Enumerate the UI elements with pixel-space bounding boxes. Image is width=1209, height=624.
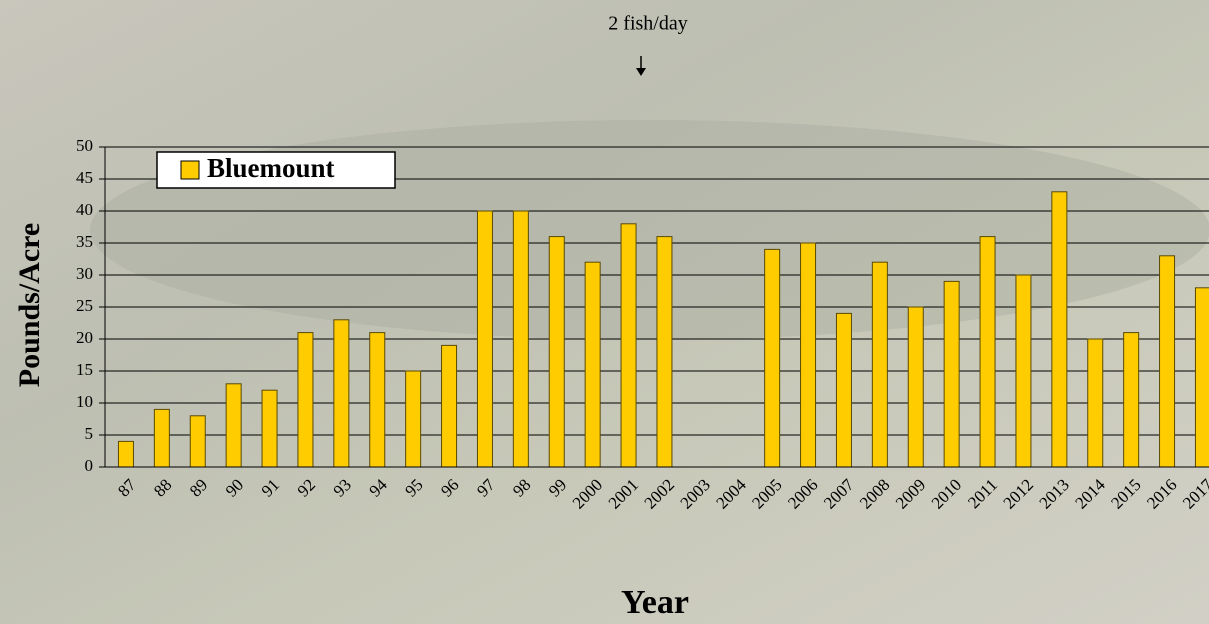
y-tick-label: 20 [76,328,93,347]
y-tick-label: 5 [85,424,94,443]
bar [1123,332,1140,468]
bar [800,242,817,468]
legend-label: Bluemount [207,153,335,183]
bar [835,312,852,468]
annotation: 2 fish/day [608,13,687,35]
bar [225,383,242,468]
y-tick-label: 35 [76,232,93,251]
bar [584,261,601,468]
bar [441,344,458,468]
y-tick-label: 0 [85,456,94,475]
bar [979,236,996,468]
bar [871,261,888,468]
bar [943,280,960,468]
y-tick-label: 40 [76,200,93,219]
bar [333,319,350,468]
y-tick-label: 15 [76,360,93,379]
y-tick-label: 45 [76,168,93,187]
bar [620,223,637,468]
bar [656,236,673,468]
bar [117,440,134,468]
bar [1159,255,1176,468]
annotation-arrowhead [636,68,646,76]
bar [1194,287,1209,468]
y-axis-label: Pounds/Acre [13,223,46,387]
bar [512,210,529,468]
y-tick-label: 10 [76,392,93,411]
bar [907,306,924,468]
y-tick-label: 30 [76,264,93,283]
y-tick-label: 50 [76,136,93,155]
bar [764,248,781,468]
bar [1051,191,1068,468]
bar [476,210,493,468]
bar [261,389,278,468]
legend-swatch [180,160,200,180]
bar [405,370,422,468]
y-tick-label: 25 [76,296,93,315]
bar [153,408,170,468]
bar [548,236,565,468]
bar [189,415,206,468]
bar [1015,274,1032,468]
x-axis-label: Year [621,584,689,621]
bar [297,332,314,468]
bar [369,332,386,468]
bar [1087,338,1104,468]
